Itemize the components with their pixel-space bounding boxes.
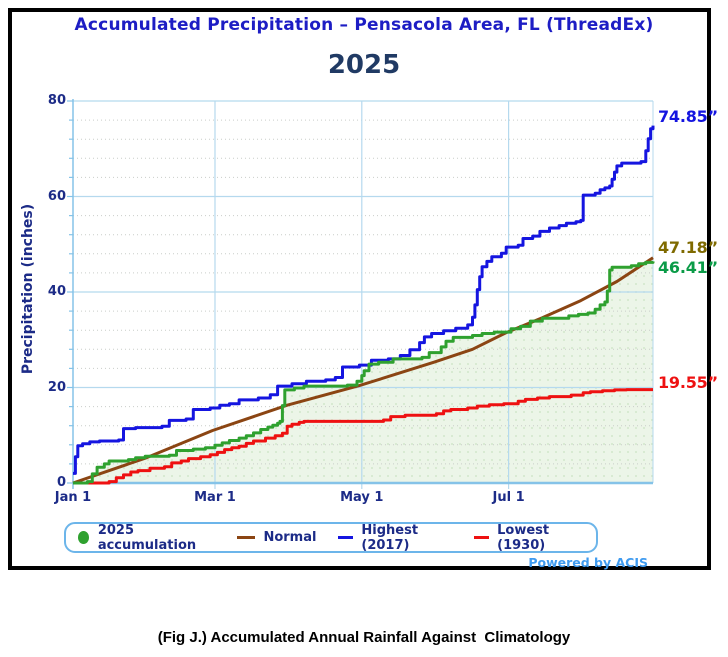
chart-year: 2025 xyxy=(327,50,401,80)
x-tick-label: Jan 1 xyxy=(54,490,92,505)
x-tick-label: May 1 xyxy=(340,490,384,505)
blue-line-icon xyxy=(338,536,354,539)
legend-label: Highest (2017) xyxy=(361,522,419,553)
chart-title: Accumulated Precipitation – Pensacola Ar… xyxy=(74,15,654,35)
series-line-normal xyxy=(72,256,654,485)
accumulation-fill-area xyxy=(73,261,653,483)
x-tick-label: Jul 1 xyxy=(492,490,525,505)
y-tick-label: 80 xyxy=(47,93,66,108)
end-label-normal: 47.18” xyxy=(658,237,718,257)
legend-item-normal: Normal xyxy=(237,530,316,545)
y-tick-label: 20 xyxy=(47,379,66,395)
series-line-lowest-1930- xyxy=(73,388,653,485)
brown-line-icon xyxy=(237,536,256,539)
y-tick-label: 40 xyxy=(47,284,66,299)
powered-by-acis-link[interactable]: Powered by ACIS xyxy=(528,555,648,570)
caption-line-1: (Fig J.) Accumulated Annual Rainfall Aga… xyxy=(157,629,571,646)
legend-label: 2025 accumulation xyxy=(97,522,197,553)
legend-label: Lowest (1930) xyxy=(497,522,550,553)
figure-caption: (Fig J.) Accumulated Annual Rainfall Aga… xyxy=(0,585,728,657)
green-circle-icon xyxy=(78,531,89,544)
chart-legend: 2025 accumulation Normal Highest (2017) … xyxy=(64,522,598,553)
legend-item-lowest-1930: Lowest (1930) xyxy=(474,523,584,553)
series-line-2025-accumulation xyxy=(73,260,655,485)
legend-label: Normal xyxy=(263,530,317,545)
y-tick-label: 60 xyxy=(47,188,66,204)
y-tick-label: 0 xyxy=(56,475,66,490)
end-label-2025-accumulation: 46.41” xyxy=(658,258,718,278)
red-line-icon xyxy=(474,536,490,539)
x-tick-label: Mar 1 xyxy=(194,490,236,505)
legend-item-2025-accumulation: 2025 accumulation xyxy=(78,523,213,553)
end-label-lowest-1930-: 19.55” xyxy=(658,372,718,392)
series-line-highest-2017- xyxy=(73,125,655,475)
legend-item-highest-2017: Highest (2017) xyxy=(338,523,452,553)
end-label-highest-2017-: 74.85” xyxy=(658,106,718,126)
precipitation-chart xyxy=(67,99,655,489)
